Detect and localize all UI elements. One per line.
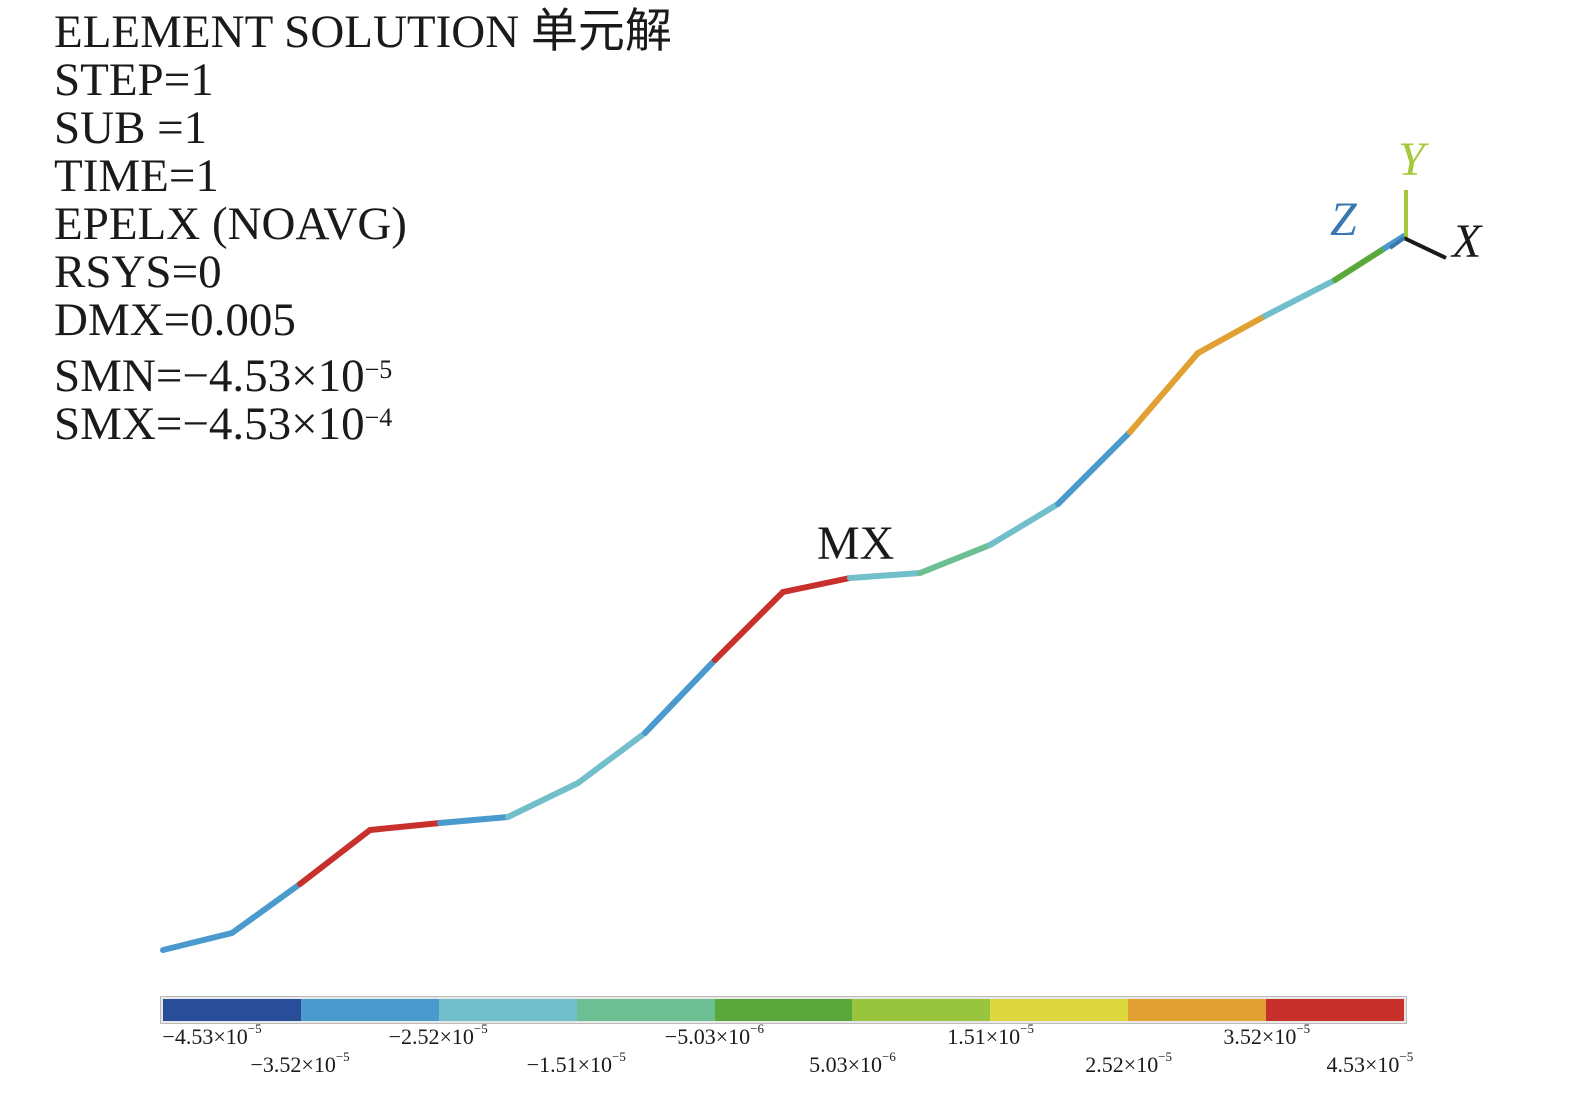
- beam-element: [712, 589, 786, 663]
- beam-element: [1195, 313, 1268, 356]
- legend-label: 1.51×10−5: [947, 1021, 1034, 1049]
- legend-swatch: [714, 999, 853, 1021]
- z-axis-label: Z: [1330, 193, 1357, 246]
- beam-element: [437, 814, 511, 826]
- x-axis-arrow: [1403, 236, 1447, 260]
- beam-element: [1262, 277, 1338, 319]
- legend-label: −2.52×10−5: [388, 1021, 488, 1049]
- beam-element: [642, 657, 718, 736]
- beam-element: [367, 820, 443, 833]
- max-label: MX: [817, 517, 895, 570]
- smn-base: SMN=−4.53×10: [54, 350, 365, 402]
- legend-swatch: [1128, 999, 1267, 1021]
- legend-label: −4.53×10−5: [162, 1021, 262, 1049]
- legend-swatch: [852, 999, 991, 1021]
- beam-element: [297, 827, 373, 887]
- title: ELEMENT SOLUTION 单元解: [54, 6, 672, 58]
- legend-label: −5.03×10−6: [664, 1021, 764, 1049]
- beam-element: [987, 501, 1061, 548]
- legend-label: 5.03×10−6: [809, 1049, 896, 1077]
- smn-exp: −5: [364, 355, 393, 384]
- beam-element: [505, 780, 581, 820]
- beam-element: [229, 881, 303, 936]
- beam-element: [1332, 245, 1388, 283]
- legend-label: 3.52×10−5: [1223, 1021, 1311, 1049]
- smx: SMX=−4.53×10−4: [54, 400, 672, 448]
- beam-element: [847, 570, 923, 581]
- solution-info: ELEMENT SOLUTION 单元解 STEP=1 SUB =1 TIME=…: [54, 8, 672, 448]
- time: TIME=1: [54, 150, 219, 202]
- rsys: RSYS=0: [54, 246, 222, 298]
- z-axis-arrow: [1388, 236, 1406, 250]
- dmx: DMX=0.005: [54, 294, 296, 346]
- legend-swatch: [576, 999, 715, 1021]
- y-axis-label: Y: [1398, 133, 1425, 186]
- x-axis-label: X: [1452, 215, 1482, 268]
- beam-element: [1055, 429, 1133, 507]
- beam-element: [1127, 350, 1201, 435]
- legend-label: 4.53×10−5: [1326, 1049, 1414, 1077]
- smx-base: SMX=−4.53×10: [54, 398, 365, 450]
- sub: SUB =1: [54, 102, 208, 154]
- beam-element: [575, 730, 648, 786]
- legend-swatch: [163, 999, 301, 1021]
- legend-label: −1.51×10−5: [526, 1049, 626, 1077]
- beam-element: [917, 542, 993, 576]
- legend-label: 2.52×10−5: [1085, 1049, 1173, 1077]
- legend-swatch: [1266, 999, 1405, 1021]
- legend-swatch: [300, 999, 439, 1021]
- smx-exp: −4: [364, 403, 393, 432]
- legend-swatch: [990, 999, 1129, 1021]
- legend-label: −3.52×10−5: [250, 1049, 350, 1077]
- beam-element: [780, 575, 853, 595]
- legend-swatch: [438, 999, 577, 1021]
- color-legend-bar: [160, 996, 1407, 1024]
- smn: SMN=−4.53×10−5: [54, 352, 672, 400]
- beam-element: [160, 930, 235, 953]
- step: STEP=1: [54, 54, 214, 106]
- item: EPELX (NOAVG): [54, 198, 407, 250]
